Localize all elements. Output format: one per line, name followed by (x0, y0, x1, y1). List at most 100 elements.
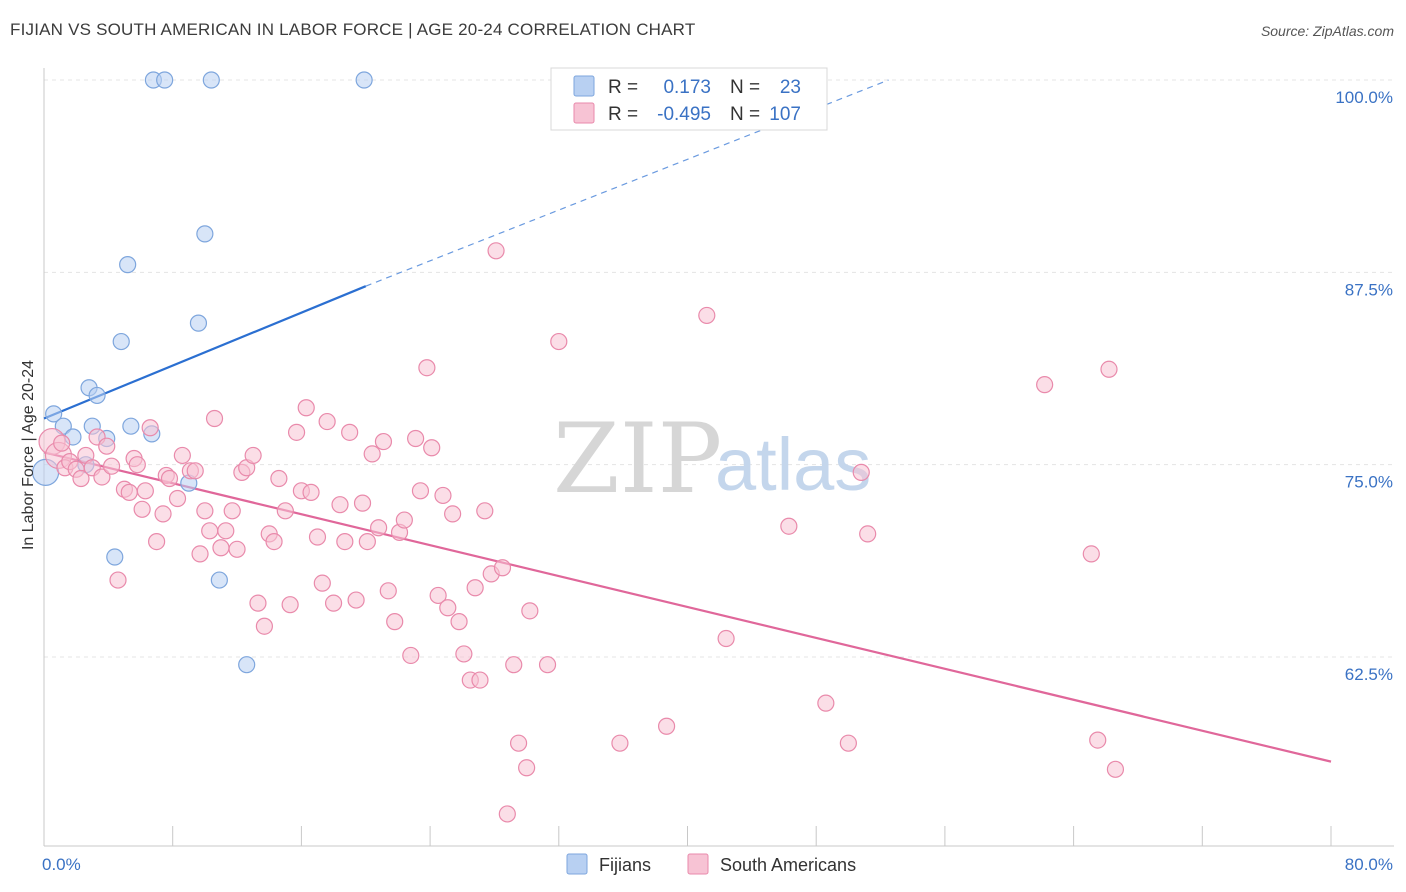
series-1-point-18 (133, 500, 151, 518)
watermark-atlas: atlas (715, 423, 871, 506)
chart-title: FIJIAN VS SOUTH AMERICAN IN LABOR FORCE … (10, 20, 696, 39)
series-1-point-102 (1036, 376, 1054, 394)
series-1-point-71 (418, 359, 436, 377)
series-1-point-19 (136, 482, 154, 500)
y-tick-label-3: 62.5% (1345, 665, 1393, 684)
series-1-point-68 (402, 646, 420, 665)
series-0-trendline-extension (365, 79, 889, 287)
series-1-point-29 (191, 545, 209, 563)
series-1-point-11 (98, 437, 116, 455)
series-1-point-34 (217, 522, 235, 540)
stats-legend-box (550, 67, 828, 131)
series-0-point-21 (238, 656, 256, 674)
stats-legend-n-value-1: 23 (780, 77, 801, 98)
stats-legend: R = 0.173 N = 23 R = -0.495 N = 107 (550, 67, 828, 131)
series-1-point-61 (363, 445, 381, 463)
series-1-point-60 (358, 532, 376, 551)
stats-legend-r-label-2: R = (608, 104, 638, 125)
series-1-point-35 (223, 502, 241, 520)
series-1-point-33 (212, 539, 230, 557)
series-1-point-30 (196, 502, 214, 520)
stats-legend-n-label-1: N = (730, 77, 760, 98)
series-1-point-95 (698, 306, 716, 325)
series-0-point-15 (156, 71, 174, 89)
legend-swatch-south-americans (687, 853, 709, 875)
y-axis-label: In Labor Force | Age 20-24 (20, 360, 37, 550)
series-1-point-21 (148, 532, 166, 551)
series-1-point-12 (102, 457, 121, 475)
series-1-point-41 (255, 617, 273, 635)
series-1-point-40 (249, 594, 267, 612)
series-1-point-63 (374, 432, 393, 451)
series-1-point-26 (173, 446, 191, 465)
series-0-point-10 (112, 332, 130, 351)
series-1-point-36 (228, 540, 246, 558)
series-1-point-97 (780, 517, 798, 535)
series-1-point-67 (395, 511, 413, 529)
series-1-point-47 (287, 423, 306, 441)
series-1-point-98 (817, 694, 835, 712)
series-1-point-39 (244, 446, 262, 465)
series-1-point-54 (324, 594, 343, 612)
legend-swatch-fijians (566, 853, 588, 875)
series-1-points (38, 242, 1125, 823)
series-1-point-78 (455, 645, 473, 663)
y-tick-label-1: 87.5% (1345, 280, 1393, 299)
series-1-point-6 (72, 469, 90, 488)
series-1-point-59 (353, 494, 372, 512)
series-1-point-65 (386, 613, 404, 631)
series-1-point-75 (439, 599, 457, 617)
series-1-point-85 (493, 559, 512, 577)
legend-label-south-americans: South Americans (720, 855, 856, 875)
series-1-point-82 (476, 502, 494, 520)
series-0-point-11 (119, 256, 137, 274)
series-1-point-77 (450, 613, 468, 631)
series-0-point-19 (202, 71, 220, 89)
series-1-point-45 (276, 502, 294, 520)
series-1-point-84 (487, 242, 505, 260)
series-1-point-69 (407, 429, 425, 448)
x-tick-label-0: 0.0% (42, 855, 81, 874)
stats-legend-r-value-1: 0.173 (663, 77, 711, 98)
series-1-point-17 (128, 456, 146, 474)
series-1-point-99 (839, 734, 857, 752)
series-legend: Fijians South Americans (566, 853, 856, 875)
series-1-point-96 (717, 629, 735, 648)
series-1-point-101 (859, 525, 877, 543)
stats-legend-n-label-2: N = (730, 104, 760, 125)
series-1-point-91 (538, 656, 557, 674)
series-0-point-9 (106, 548, 124, 566)
series-0-point-1 (45, 405, 63, 423)
y-tick-label-2: 75.0% (1345, 473, 1393, 492)
series-1-point-28 (186, 462, 204, 480)
series-1-point-89 (518, 759, 536, 777)
series-1-point-52 (313, 574, 331, 592)
series-1-point-100 (852, 463, 870, 481)
series-0-point-12 (122, 417, 140, 435)
series-1-point-44 (270, 469, 288, 488)
chart-source: Source: ZipAtlas.com (1260, 23, 1394, 39)
series-1-point-105 (1100, 360, 1118, 378)
grid-lines (44, 79, 1394, 658)
series-1-point-46 (281, 596, 299, 614)
watermark-zip: ZIP (553, 403, 722, 515)
y-tick-label-0: 100.0% (1335, 88, 1393, 107)
series-1-point-20 (141, 419, 159, 437)
tick-labels: 100.0% 87.5% 75.0% 62.5% 0.0% 80.0% (42, 88, 1393, 874)
series-1-point-92 (550, 332, 568, 351)
stats-legend-swatch-south-americans (573, 102, 595, 124)
series-1-point-87 (505, 656, 523, 674)
series-1-point-57 (341, 423, 359, 441)
series-1-point-93 (611, 734, 629, 752)
series-1-point-106 (1106, 760, 1125, 778)
series-1-point-58 (347, 591, 365, 609)
series-1-point-55 (331, 496, 349, 514)
series-1-point-70 (411, 482, 430, 500)
series-1-point-103 (1082, 545, 1100, 563)
series-1-point-88 (509, 734, 528, 752)
series-1-point-62 (370, 519, 388, 537)
series-1-point-86 (498, 805, 516, 823)
watermark: ZIP atlas (553, 403, 871, 515)
stats-legend-swatch-fijians (573, 75, 595, 97)
